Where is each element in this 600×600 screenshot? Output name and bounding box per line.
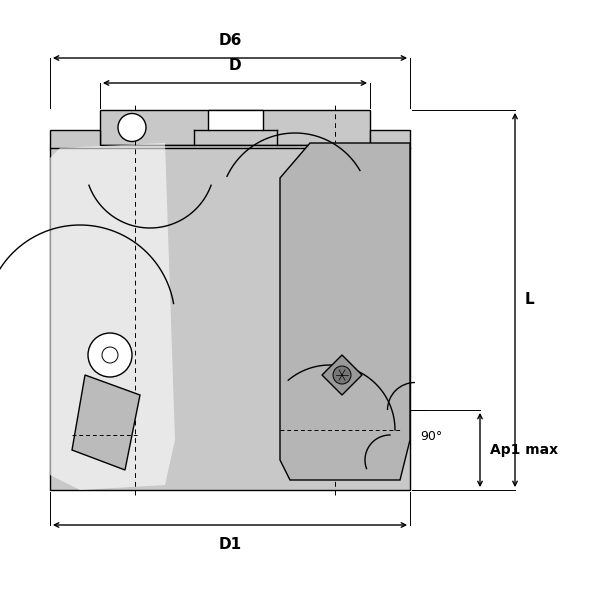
Circle shape: [118, 113, 146, 142]
Polygon shape: [280, 143, 410, 480]
Bar: [208, 110, 263, 130]
Polygon shape: [72, 375, 140, 470]
Text: D: D: [229, 58, 241, 73]
Text: D6: D6: [218, 33, 242, 48]
Text: Ap1 max: Ap1 max: [490, 443, 558, 457]
Text: D1: D1: [218, 537, 242, 552]
Polygon shape: [322, 355, 362, 395]
Polygon shape: [50, 143, 175, 490]
Polygon shape: [50, 130, 410, 490]
Circle shape: [333, 366, 351, 384]
Circle shape: [102, 347, 118, 363]
Circle shape: [88, 333, 132, 377]
Text: L: L: [525, 292, 535, 307]
Bar: [100, 110, 370, 145]
Text: 90°: 90°: [420, 430, 442, 443]
